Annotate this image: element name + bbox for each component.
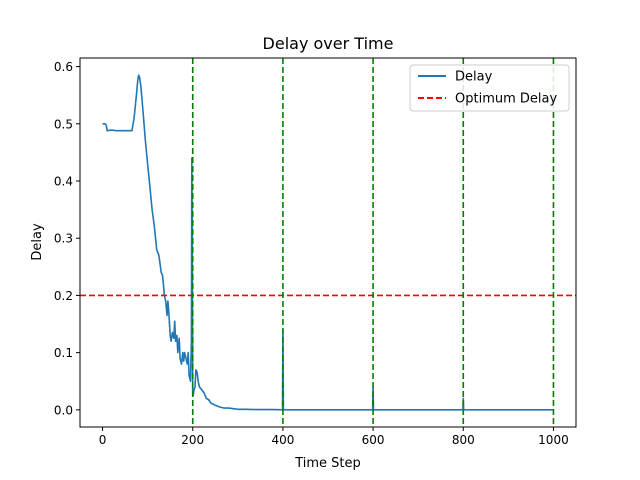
x-tick-label: 200 [181,433,204,447]
legend-label-optimum-delay: Optimum Delay [455,92,557,107]
x-tick-label: 0 [99,433,107,447]
y-tick-label: 0.1 [54,346,73,360]
y-tick-label: 0.6 [54,60,73,74]
plot-content [80,58,576,427]
legend: Delay Optimum Delay [409,64,570,112]
series-line-delay [102,74,554,411]
y-axis-ticks: 0.0 0.1 0.2 0.3 0.4 0.5 0.6 [54,60,80,417]
y-tick-label: 0.4 [54,175,73,189]
plot-frame [79,57,577,428]
y-tick-label: 0.0 [54,403,73,417]
x-tick-label: 1000 [538,433,569,447]
legend-box [409,64,570,112]
x-tick-label: 800 [452,433,475,447]
y-tick-label: 0.2 [54,289,73,303]
x-axis-ticks: 0 200 400 600 800 1000 [99,427,569,447]
y-tick-label: 0.5 [54,117,73,131]
chart-title: Delay over Time [263,34,394,53]
y-tick-label: 0.3 [54,232,73,246]
legend-label-delay: Delay [455,70,493,85]
x-tick-label: 400 [271,433,294,447]
x-axis-label: Time Step [294,456,361,471]
x-tick-label: 600 [362,433,385,447]
y-axis-label: Delay [30,223,45,261]
